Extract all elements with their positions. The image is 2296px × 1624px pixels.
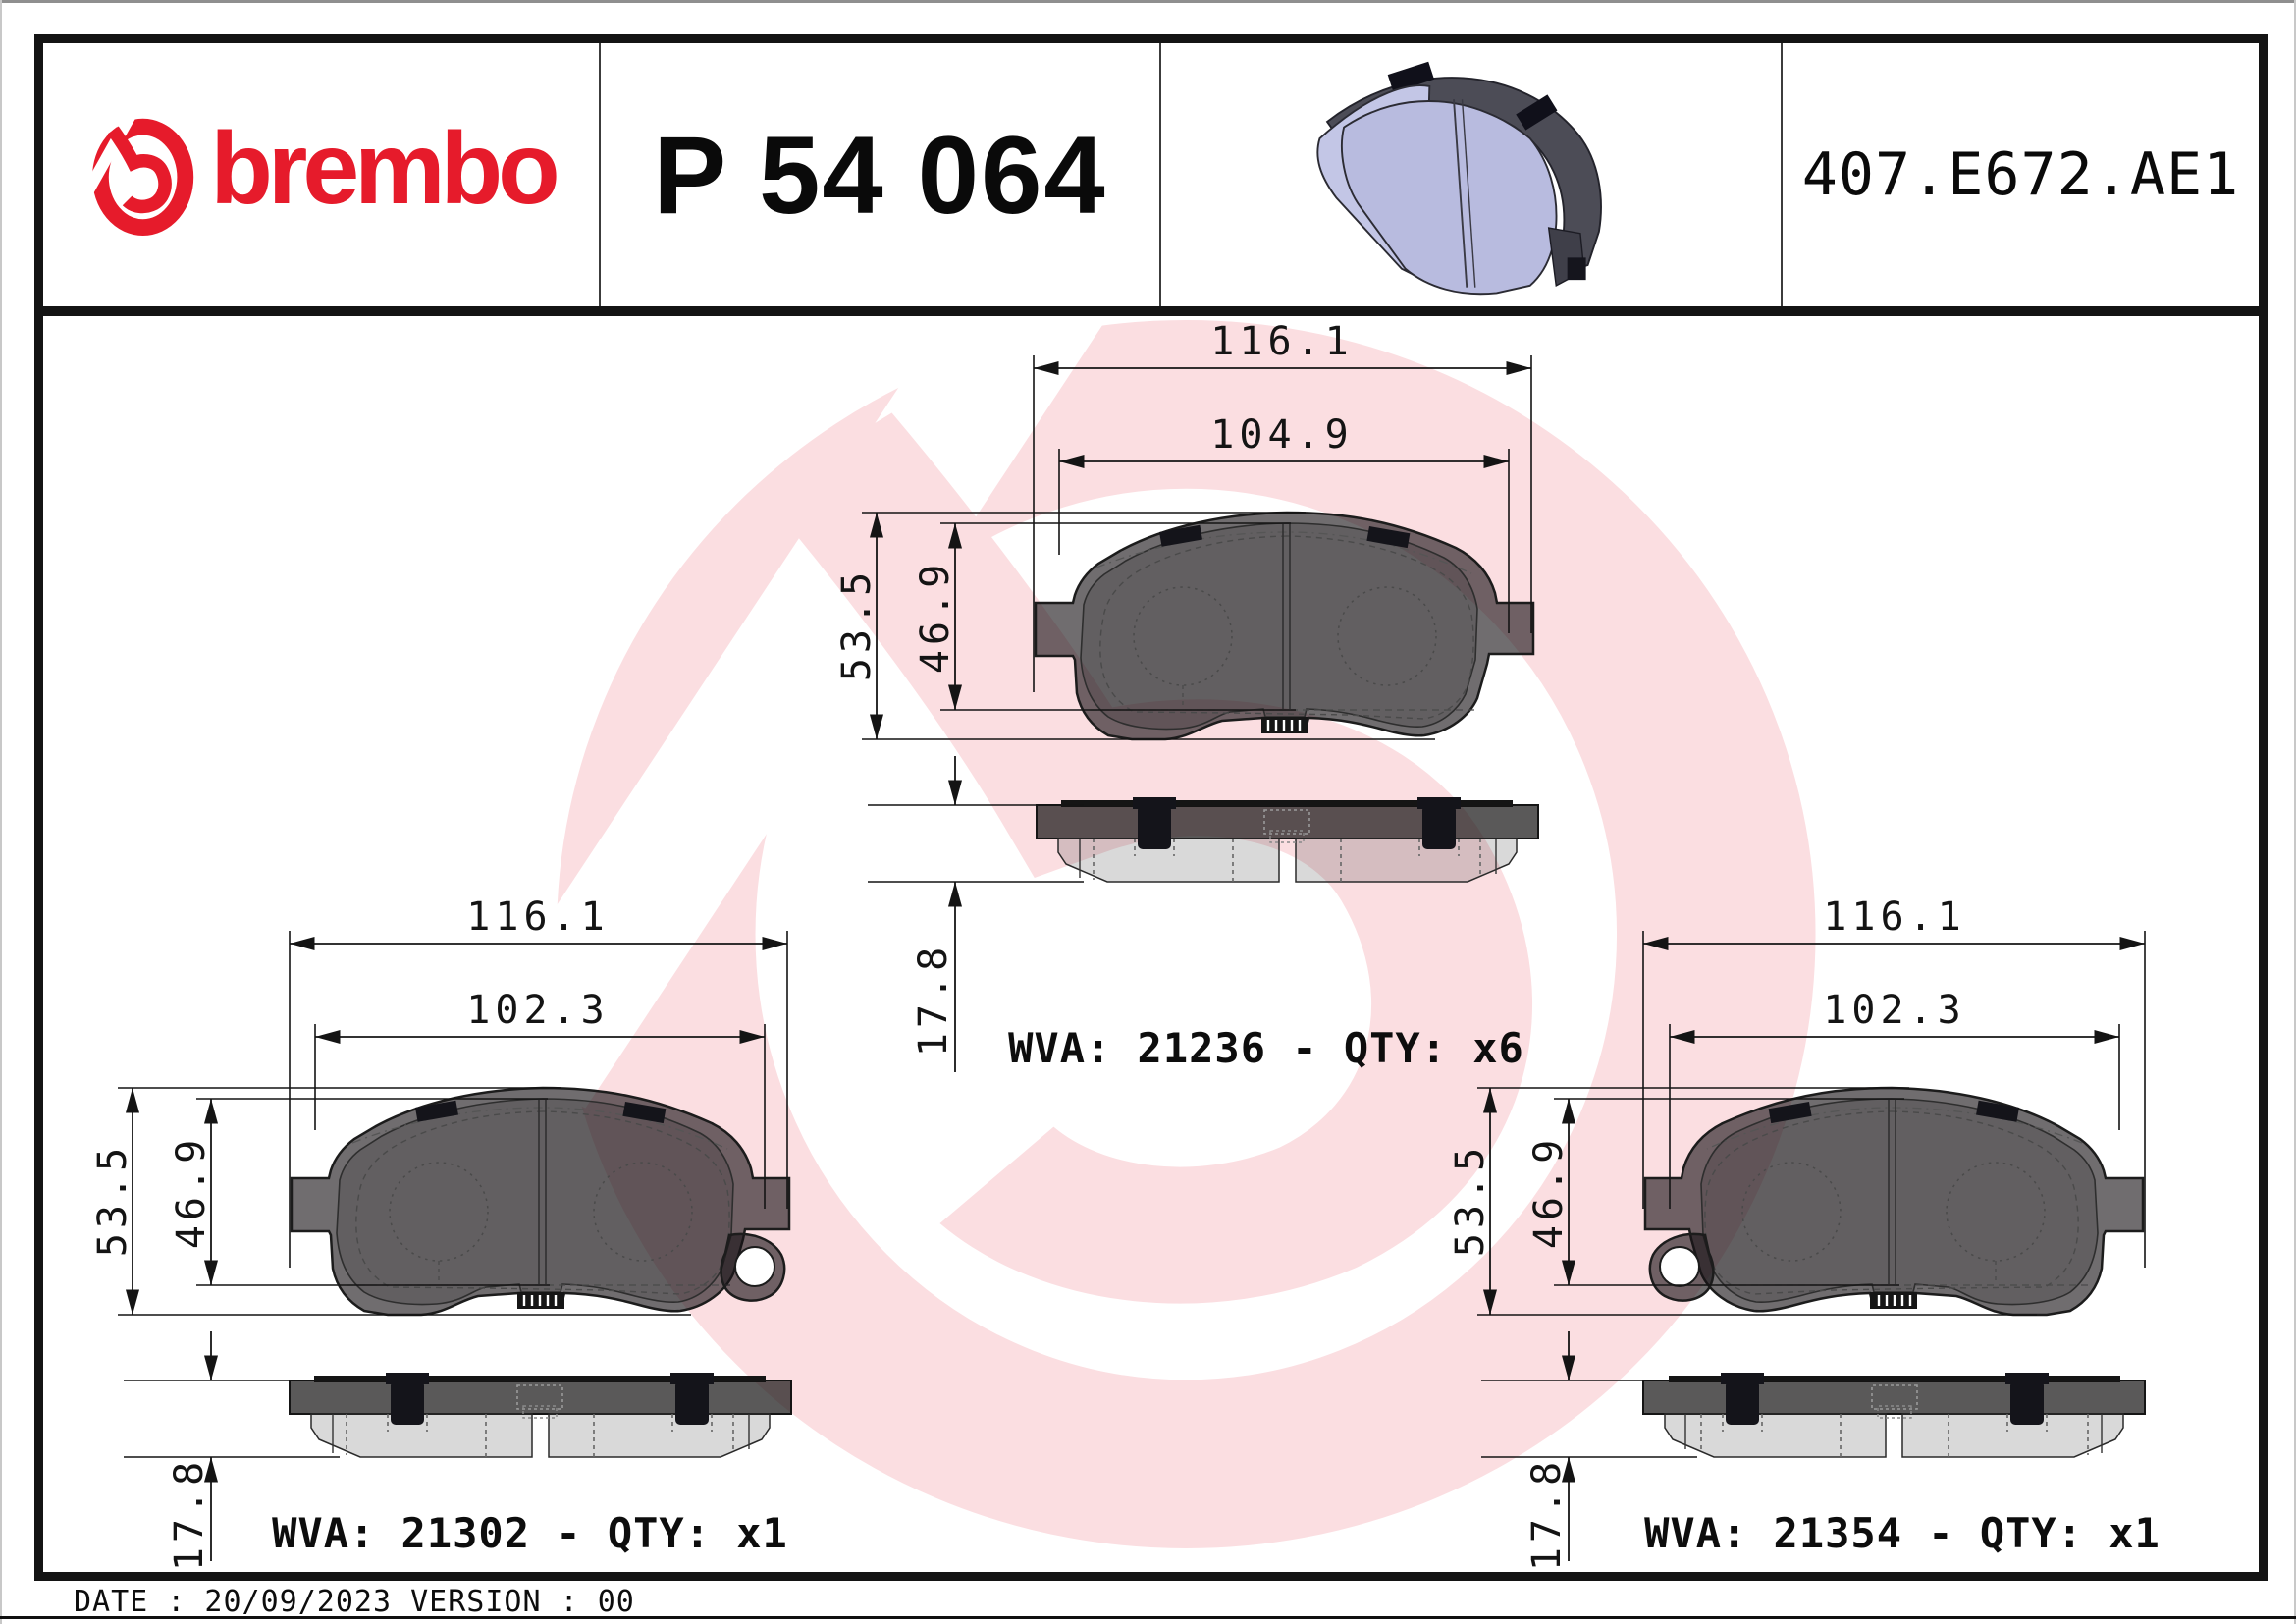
brake-pad-3d-icon <box>1315 61 1602 296</box>
dim-width-total-center: 116.1 <box>1210 319 1353 364</box>
dim-height-total-left: 53.5 <box>90 1143 135 1257</box>
sheet-header: brembo P 54 064 <box>43 43 2259 316</box>
wva-qty-left: WVA: 21302 - QTY: x1 <box>272 1509 788 1557</box>
dim-thickness-right: 17.8 <box>1524 1457 1570 1571</box>
wva-qty-center: WVA: 21236 - QTY: x6 <box>1008 1024 1524 1072</box>
drawing-left: 116.1 102.3 53.5 46.9 17.8 WVA: 21302 - … <box>90 894 792 1571</box>
drawing-center: 116.1 104.9 53.5 46.9 17.8 WVA: 21236 - … <box>834 319 1539 1072</box>
reference-code: 407.E672.AE1 <box>1801 140 2240 209</box>
dim-width-pad-center: 104.9 <box>1210 412 1353 458</box>
header-cell-part-number: P 54 064 <box>599 43 1159 306</box>
page-top-rule <box>0 0 2296 3</box>
dim-height-pad-left: 46.9 <box>169 1135 214 1249</box>
header-cell-product-image <box>1159 43 1781 306</box>
brand-wordmark: brembo <box>210 111 560 226</box>
dim-width-pad-right: 102.3 <box>1823 988 1965 1033</box>
page-left-rule <box>0 0 2 1624</box>
page-bottom-rule <box>0 1616 2296 1619</box>
dim-height-pad-center: 46.9 <box>913 560 958 674</box>
page-right-rule <box>2294 0 2296 1624</box>
part-number: P 54 064 <box>653 113 1107 237</box>
dim-height-pad-right: 46.9 <box>1526 1135 1572 1249</box>
drawing-right: 116.1 102.3 53.5 46.9 17.8 WVA: 21354 - … <box>1448 894 2161 1571</box>
header-cell-reference-code: 407.E672.AE1 <box>1781 43 2259 306</box>
brand-logo: brembo <box>86 108 561 242</box>
dim-thickness-center: 17.8 <box>911 943 956 1056</box>
brembo-logo-icon <box>86 109 194 236</box>
dim-height-total-right: 53.5 <box>1448 1143 1493 1257</box>
dim-height-total-center: 53.5 <box>834 568 880 681</box>
sheet-frame: brembo P 54 064 <box>34 34 2268 1581</box>
dim-width-total-left: 116.1 <box>466 894 609 940</box>
dim-thickness-left: 17.8 <box>167 1457 212 1571</box>
footer-date-version: DATE : 20/09/2023 VERSION : 00 <box>74 1585 635 1619</box>
header-cell-brand: brembo <box>43 43 599 306</box>
wva-qty-right: WVA: 21354 - QTY: x1 <box>1644 1509 2161 1557</box>
dim-width-pad-left: 102.3 <box>466 988 609 1033</box>
dim-width-total-right: 116.1 <box>1823 894 1965 940</box>
